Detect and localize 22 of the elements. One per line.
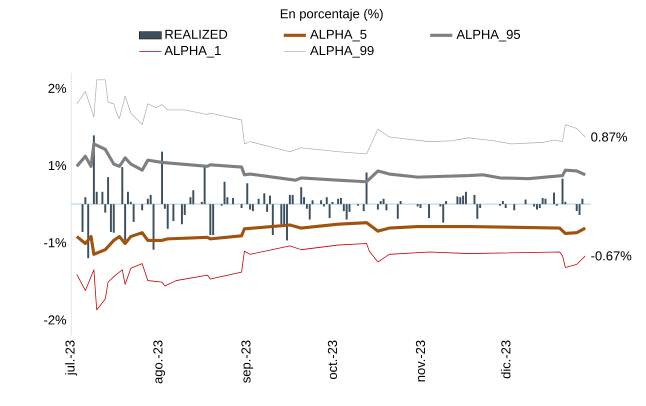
y-tick-label: 2% [48,84,66,93]
legend-label: ALPHA_1 [164,46,221,58]
legend-label: ALPHA_95 [456,30,520,42]
legend-label: ALPHA_99 [310,46,374,58]
annotation: -0.67% [591,251,632,260]
line-series [76,242,586,310]
x-tick-label: nov.-23 [416,340,426,382]
x-tick-label: oct.-23 [328,340,338,379]
y-tick-label: -2% [44,315,66,324]
x-tick-label: jul.-23 [65,340,78,376]
y-tick-label: 1% [48,160,66,170]
annotation: 0.87% [591,132,627,142]
x-tick-label: dic.-23 [500,340,510,378]
legend-label: ALPHA_5 [310,30,366,42]
line-series [75,220,587,256]
line-series [76,79,586,154]
line-series [75,142,587,184]
legend-label: REALIZED [165,30,228,39]
chart-title: En porcentaje (%) [280,8,383,21]
x-tick-label: sep.-23 [241,340,254,383]
x-tick-label: ago.-23 [153,340,166,384]
y-tick-label: -1% [44,238,66,248]
